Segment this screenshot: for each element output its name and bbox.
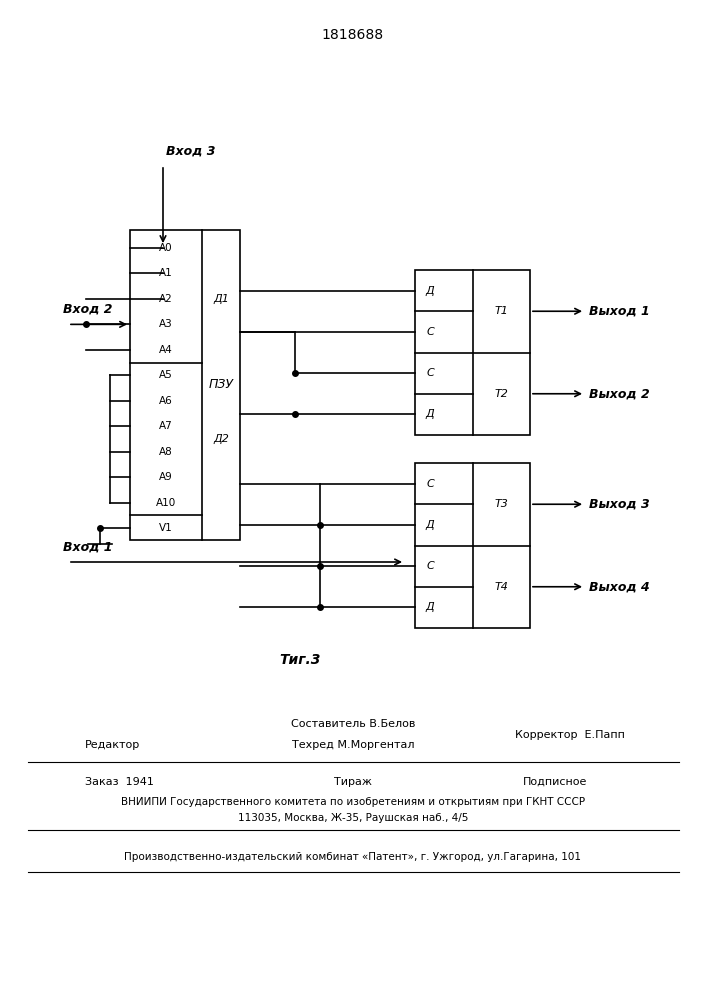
Text: Вход 1: Вход 1 bbox=[63, 540, 112, 554]
Text: Т4: Т4 bbox=[495, 582, 508, 592]
Text: Тираж: Тираж bbox=[334, 777, 372, 787]
Text: 1818688: 1818688 bbox=[322, 28, 384, 42]
Text: Д: Д bbox=[426, 602, 434, 612]
Bar bbox=[130, 230, 240, 540]
Text: A1: A1 bbox=[159, 268, 173, 278]
Text: A5: A5 bbox=[159, 370, 173, 380]
Text: Выход 1: Выход 1 bbox=[589, 305, 650, 318]
Text: Τиг.3: Τиг.3 bbox=[279, 653, 321, 667]
Text: Д1: Д1 bbox=[213, 294, 229, 304]
Text: A3: A3 bbox=[159, 319, 173, 329]
Text: A6: A6 bbox=[159, 396, 173, 406]
Text: Т1: Т1 bbox=[495, 306, 508, 316]
Text: Д: Д bbox=[426, 286, 434, 296]
Text: Заказ  1941: Заказ 1941 bbox=[85, 777, 154, 787]
Text: Вход 3: Вход 3 bbox=[166, 144, 216, 157]
Text: 113035, Москва, Ж-35, Раушская наб., 4/5: 113035, Москва, Ж-35, Раушская наб., 4/5 bbox=[238, 813, 468, 823]
Text: Подписное: Подписное bbox=[522, 777, 588, 787]
Text: A0: A0 bbox=[159, 243, 173, 253]
Text: Техред М.Моргентал: Техред М.Моргентал bbox=[292, 740, 414, 750]
Bar bbox=[415, 270, 530, 435]
Text: С: С bbox=[426, 327, 434, 337]
Text: A4: A4 bbox=[159, 345, 173, 355]
Bar bbox=[415, 463, 530, 628]
Text: A7: A7 bbox=[159, 421, 173, 431]
Text: A10: A10 bbox=[156, 498, 176, 508]
Text: Вход 2: Вход 2 bbox=[63, 303, 112, 316]
Text: Т3: Т3 bbox=[495, 499, 508, 509]
Text: Д: Д bbox=[426, 409, 434, 419]
Text: A8: A8 bbox=[159, 447, 173, 457]
Text: Производственно-издательский комбинат «Патент», г. Ужгород, ул.Гагарина, 101: Производственно-издательский комбинат «П… bbox=[124, 852, 581, 862]
Text: Д2: Д2 bbox=[213, 434, 229, 444]
Text: Редактор: Редактор bbox=[85, 740, 140, 750]
Text: Составитель В.Белов: Составитель В.Белов bbox=[291, 719, 415, 729]
Text: A9: A9 bbox=[159, 472, 173, 482]
Text: С: С bbox=[426, 561, 434, 571]
Text: A2: A2 bbox=[159, 294, 173, 304]
Text: Выход 4: Выход 4 bbox=[589, 580, 650, 593]
Text: С: С bbox=[426, 368, 434, 378]
Text: V1: V1 bbox=[159, 523, 173, 533]
Text: ПЗУ: ПЗУ bbox=[209, 378, 233, 391]
Text: Т2: Т2 bbox=[495, 389, 508, 399]
Text: С: С bbox=[426, 479, 434, 489]
Text: Корректор  Е.Папп: Корректор Е.Папп bbox=[515, 730, 625, 740]
Text: Выход 3: Выход 3 bbox=[589, 498, 650, 511]
Text: Д: Д bbox=[426, 520, 434, 530]
Text: Выход 2: Выход 2 bbox=[589, 387, 650, 400]
Text: ВНИИПИ Государственного комитета по изобретениям и открытиям при ГКНТ СССР: ВНИИПИ Государственного комитета по изоб… bbox=[121, 797, 585, 807]
